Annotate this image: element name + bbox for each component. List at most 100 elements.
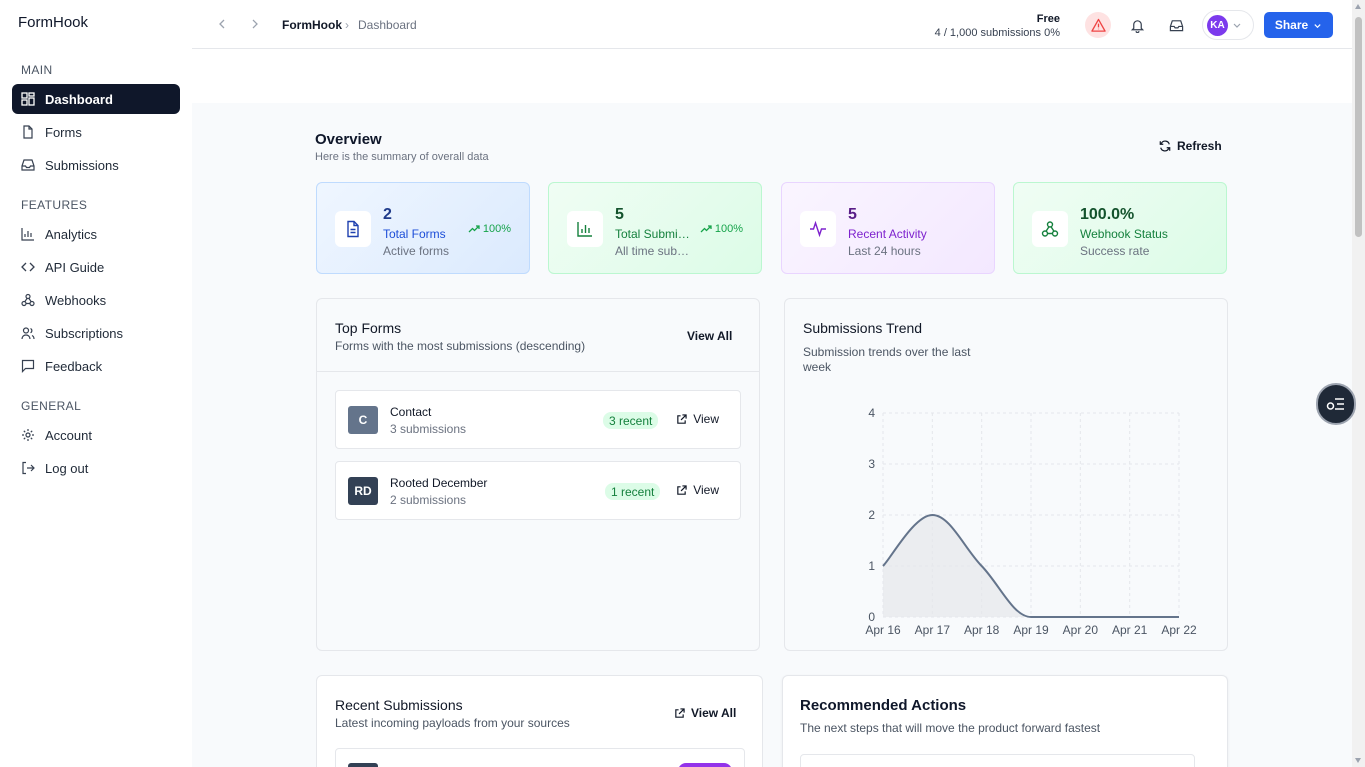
recent-submissions-view-all-button[interactable]: View All [674,706,736,720]
sidebar-item-label: Analytics [45,226,98,242]
scrollbar-thumb[interactable] [1355,17,1362,237]
inbox-icon [1169,19,1183,31]
avatar: KA [1207,14,1228,36]
warning-icon [1090,18,1106,32]
x-tick-label: Apr 20 [1063,623,1099,637]
stat-trend-value: 100% [714,223,743,235]
form-view-button[interactable]: View [676,483,719,497]
scroll-up-arrow-icon[interactable] [1355,4,1361,9]
chevron-down-icon [1233,23,1241,28]
submission-row[interactable] [335,748,745,767]
plan-usage-percent: 0% [1044,27,1060,39]
trend-title: Submissions Trend [803,320,923,336]
plan-name: Free [1036,13,1060,25]
refresh-label: Refresh [1177,139,1222,153]
message-icon [21,359,35,373]
section-label-main: MAIN [21,63,53,77]
stat-trend: 100% [700,223,743,235]
stat-value: 5 [615,206,624,223]
back-arrow-icon[interactable] [215,17,229,31]
stat-card-webhook-status[interactable]: 100.0% Webhook Status Success rate [1013,182,1227,274]
stat-card-total-forms[interactable]: 2 Total Forms Active forms 100% [316,182,530,274]
sidebar-item-api-guide[interactable]: API Guide [12,252,180,282]
stat-label: Webhook Status [1080,227,1168,241]
stat-sub: All time submissions [615,244,691,258]
stat-sub: Success rate [1080,244,1150,258]
sidebar-item-label: Log out [45,460,89,476]
recent-badge: 3 recent [603,412,659,429]
top-forms-view-all-button[interactable]: View All [687,329,733,343]
scroll-down-arrow-icon[interactable] [1355,758,1361,763]
stat-trend-value: 100% [482,223,511,235]
breadcrumb-separator: › [345,18,349,32]
x-tick-label: Apr 16 [865,623,901,637]
trend-subtitle: Submission trends over the last week [803,345,971,374]
stat-label: Recent Activity [848,227,927,241]
user-menu[interactable]: KA [1202,10,1254,40]
stat-icon-wrap [800,211,836,247]
page-scrollbar[interactable] [1352,0,1365,767]
section-label-features: FEATURES [21,198,88,212]
sidebar-item-label: Submissions [45,157,119,173]
recommended-action-item[interactable] [800,754,1195,767]
section-label-general: GENERAL [21,399,82,413]
y-tick-label: 1 [868,559,875,573]
sidebar-item-account[interactable]: Account [12,420,180,450]
form-initials: RD [348,477,378,505]
sidebar-item-feedback[interactable]: Feedback [12,351,180,381]
sidebar-item-dashboard[interactable]: Dashboard [12,84,180,114]
forward-arrow-icon[interactable] [248,17,262,31]
breadcrumb-root[interactable]: FormHook [282,18,342,32]
plan-usage-line: 4 / 1,000 submissions 0% [935,26,1060,40]
inbox-button[interactable] [1163,12,1189,38]
recommended-title: Recommended Actions [800,697,967,714]
recent-submissions-title: Recent Submissions [335,697,463,713]
external-link-icon [675,707,685,718]
submissions-trend-card: Submissions Trend Submission trends over… [784,298,1228,651]
external-link-icon [677,413,687,424]
sidebar: FormHook MAIN Dashboard Forms Submission… [0,0,192,767]
document-icon [347,220,359,238]
share-button-label: Share [1274,18,1309,32]
page-title: Overview [315,131,382,148]
refresh-button[interactable]: Refresh [1159,139,1222,153]
top-forms-title: Top Forms [335,320,402,336]
stat-label: Total Forms [383,227,446,241]
top-forms-subtitle: Forms with the most submissions (descend… [335,339,586,353]
floating-menu-button[interactable] [1316,383,1356,425]
form-view-button[interactable]: View [676,412,719,426]
sidebar-item-forms[interactable]: Forms [12,117,180,147]
activity-icon [810,220,826,238]
sidebar-item-webhooks[interactable]: Webhooks [12,285,180,315]
y-tick-label: 2 [868,508,875,522]
brand-logo[interactable]: FormHook [18,14,89,31]
bar-chart-icon [21,228,34,241]
users-icon [21,327,35,340]
share-button[interactable]: Share [1264,12,1333,38]
sidebar-item-label: Subscriptions [45,325,124,341]
sidebar-item-log-out[interactable]: Log out [12,453,180,483]
form-initials: C [348,406,378,434]
form-row-contact[interactable]: C Contact 3 submissions 3 recent View [335,390,741,449]
form-count: 3 submissions [390,422,467,436]
y-tick-label: 0 [868,610,875,624]
sidebar-item-analytics[interactable]: Analytics [12,219,180,249]
x-tick-label: Apr 21 [1112,623,1148,637]
sidebar-item-label: Account [45,427,92,443]
recommended-subtitle: The next steps that will move the produc… [800,721,1101,735]
form-row-rooted-december[interactable]: RD Rooted December 2 submissions 1 recen… [335,461,741,520]
stat-label: Total Submissions [615,227,693,241]
list-filter-icon [1326,398,1344,410]
sidebar-item-label: Dashboard [45,91,113,107]
sidebar-item-submissions[interactable]: Submissions [12,150,180,180]
dashboard-icon [21,92,35,106]
stat-card-total-submissions[interactable]: 5 Total Submissions All time submissions… [548,182,762,274]
notifications-button[interactable] [1124,12,1150,38]
breadcrumb-current: Dashboard [358,18,417,32]
stat-sub: Active forms [383,244,450,258]
sidebar-item-subscriptions[interactable]: Subscriptions [12,318,180,348]
alert-button[interactable] [1085,12,1111,38]
stat-card-recent-activity[interactable]: 5 Recent Activity Last 24 hours [781,182,995,274]
stat-value: 2 [383,206,392,223]
refresh-icon [1159,140,1171,152]
